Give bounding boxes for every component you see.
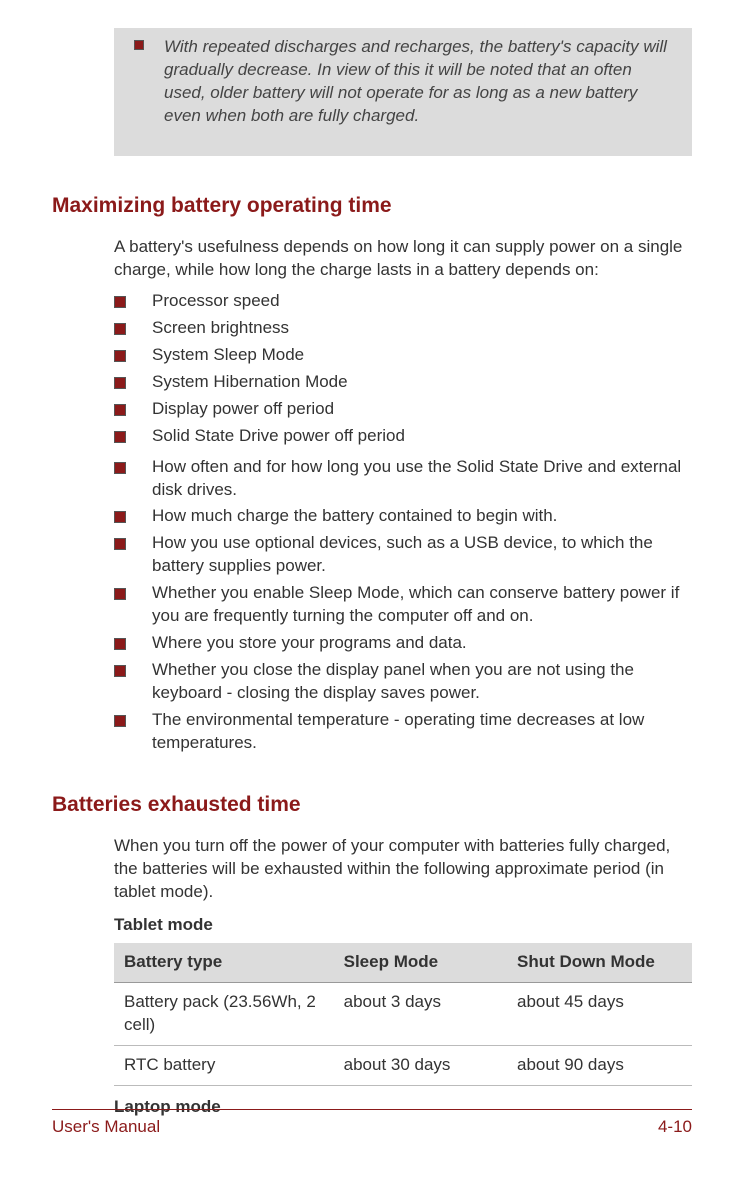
note-box: With repeated discharges and recharges, …	[114, 28, 692, 156]
section-heading-exhausted: Batteries exhausted time	[52, 791, 692, 819]
table-header: Battery type	[114, 943, 334, 982]
section-heading-maximizing: Maximizing battery operating time	[52, 192, 692, 220]
table-row: RTC battery about 30 days about 90 days	[114, 1045, 692, 1085]
table-row: Battery pack (23.56Wh, 2 cell) about 3 d…	[114, 982, 692, 1045]
table-cell: RTC battery	[114, 1045, 334, 1085]
page-footer: User's Manual 4-10	[52, 1109, 692, 1139]
table-header: Sleep Mode	[334, 943, 507, 982]
footer-right: 4-10	[658, 1116, 692, 1139]
list-item: How often and for how long you use the S…	[114, 456, 692, 502]
list-item: Where you store your programs and data.	[114, 632, 692, 655]
table-cell: about 90 days	[507, 1045, 692, 1085]
square-bullet-icon	[134, 40, 144, 50]
table-cell: about 30 days	[334, 1045, 507, 1085]
list-item: System Sleep Mode	[114, 344, 692, 367]
section1-intro: A battery's usefulness depends on how lo…	[114, 236, 692, 282]
section2-intro: When you turn off the power of your comp…	[114, 835, 692, 904]
note-text: With repeated discharges and recharges, …	[164, 36, 678, 128]
list-item: Solid State Drive power off period	[114, 425, 692, 448]
list-item: Processor speed	[114, 290, 692, 313]
footer-left: User's Manual	[52, 1116, 160, 1139]
table-header: Shut Down Mode	[507, 943, 692, 982]
list-item: Whether you close the display panel when…	[114, 659, 692, 705]
tablet-mode-label: Tablet mode	[114, 914, 692, 937]
table-cell: about 45 days	[507, 982, 692, 1045]
battery-table: Battery type Sleep Mode Shut Down Mode B…	[114, 943, 692, 1086]
table-cell: about 3 days	[334, 982, 507, 1045]
list-item: The environmental temperature - operatin…	[114, 709, 692, 755]
factors-list-b: How often and for how long you use the S…	[114, 456, 692, 755]
factors-list-a: Processor speed Screen brightness System…	[114, 290, 692, 448]
list-item: System Hibernation Mode	[114, 371, 692, 394]
list-item: How much charge the battery contained to…	[114, 505, 692, 528]
list-item: Display power off period	[114, 398, 692, 421]
list-item: Whether you enable Sleep Mode, which can…	[114, 582, 692, 628]
table-cell: Battery pack (23.56Wh, 2 cell)	[114, 982, 334, 1045]
list-item: How you use optional devices, such as a …	[114, 532, 692, 578]
list-item: Screen brightness	[114, 317, 692, 340]
